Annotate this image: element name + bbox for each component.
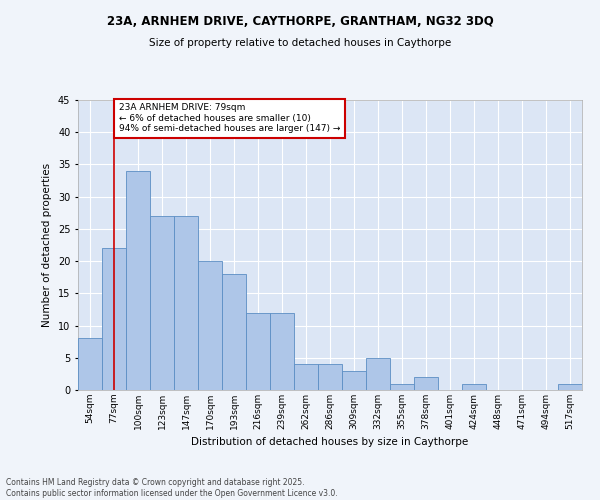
Bar	[150, 216, 174, 390]
Bar	[126, 171, 150, 390]
Bar	[294, 364, 318, 390]
Bar	[318, 364, 342, 390]
Text: 23A, ARNHEM DRIVE, CAYTHORPE, GRANTHAM, NG32 3DQ: 23A, ARNHEM DRIVE, CAYTHORPE, GRANTHAM, …	[107, 15, 493, 28]
Bar	[462, 384, 486, 390]
Bar	[414, 377, 438, 390]
Bar	[78, 338, 102, 390]
Bar	[246, 312, 270, 390]
X-axis label: Distribution of detached houses by size in Caythorpe: Distribution of detached houses by size …	[191, 438, 469, 448]
Bar	[558, 384, 582, 390]
Bar	[222, 274, 246, 390]
Bar	[270, 312, 294, 390]
Bar	[198, 261, 222, 390]
Bar	[390, 384, 414, 390]
Text: Contains HM Land Registry data © Crown copyright and database right 2025.
Contai: Contains HM Land Registry data © Crown c…	[6, 478, 338, 498]
Bar	[366, 358, 390, 390]
Bar	[102, 248, 126, 390]
Bar	[174, 216, 198, 390]
Text: Size of property relative to detached houses in Caythorpe: Size of property relative to detached ho…	[149, 38, 451, 48]
Bar	[342, 370, 366, 390]
Y-axis label: Number of detached properties: Number of detached properties	[43, 163, 52, 327]
Text: 23A ARNHEM DRIVE: 79sqm
← 6% of detached houses are smaller (10)
94% of semi-det: 23A ARNHEM DRIVE: 79sqm ← 6% of detached…	[119, 103, 340, 133]
